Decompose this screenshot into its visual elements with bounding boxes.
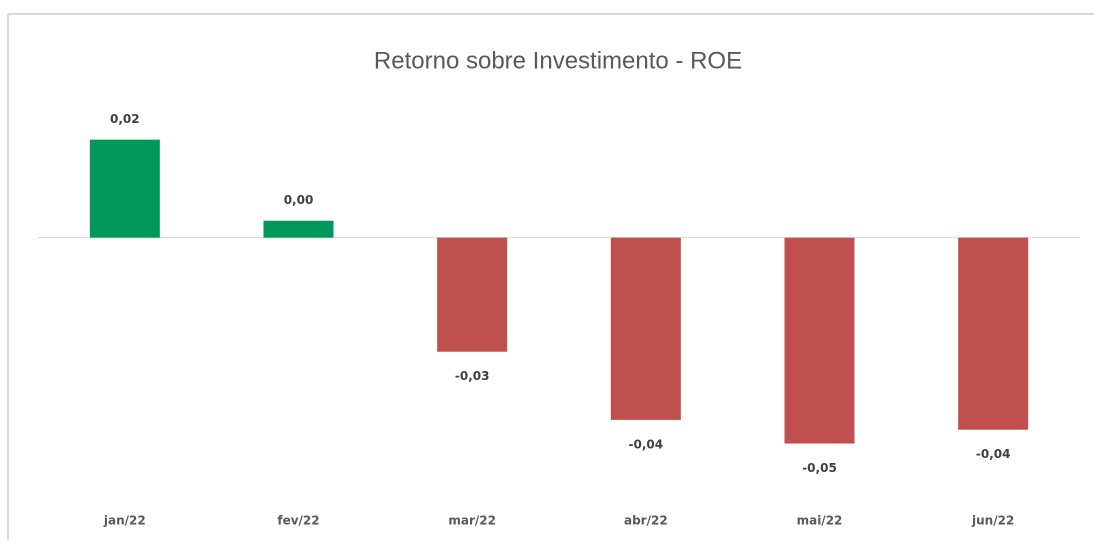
x-tick-label: fev/22	[277, 514, 319, 528]
bar	[263, 220, 334, 238]
bar	[610, 237, 681, 420]
x-tick-label: mai/22	[797, 514, 843, 528]
bar	[958, 237, 1029, 430]
x-tick-label: mar/22	[448, 514, 496, 528]
data-label: -0,04	[976, 447, 1011, 461]
x-tick-label: jun/22	[971, 514, 1014, 528]
bar	[437, 237, 508, 352]
data-label: 0,02	[110, 112, 140, 126]
data-label: -0,04	[629, 437, 664, 451]
x-tick-label: jan/22	[103, 514, 146, 528]
bar	[89, 139, 160, 238]
data-label: -0,05	[802, 461, 837, 475]
data-label: -0,03	[455, 369, 490, 383]
chart-title: Retorno sobre Investimento - ROE	[374, 47, 742, 74]
bar	[784, 237, 855, 444]
data-label: 0,00	[284, 193, 314, 207]
x-tick-label: abr/22	[624, 514, 668, 528]
